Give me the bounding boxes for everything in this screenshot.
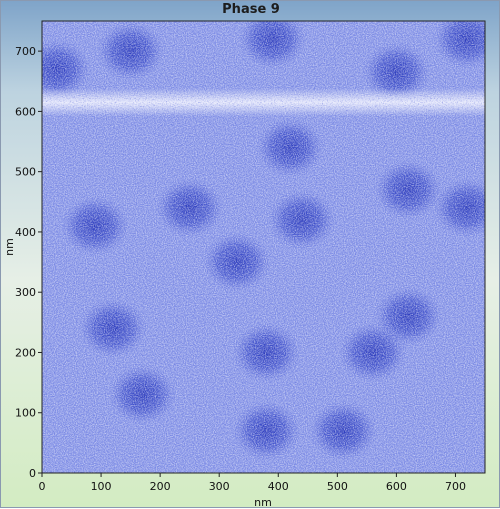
x-tick-label: 300	[209, 480, 230, 493]
y-tick-label: 0	[29, 467, 36, 480]
x-tick-label: 100	[91, 480, 112, 493]
x-axis-label: nm	[254, 496, 272, 509]
y-tick-label: 300	[15, 286, 36, 299]
y-axis-label: nm	[3, 238, 16, 256]
phase-image	[42, 21, 485, 473]
y-tick-label: 700	[15, 45, 36, 58]
y-axis: 0 100 200 300 400 500 600 700	[15, 45, 42, 480]
y-tick-label: 200	[15, 346, 36, 359]
y-tick-label: 500	[15, 166, 36, 179]
y-tick-label: 100	[15, 407, 36, 420]
x-tick-label: 500	[327, 480, 348, 493]
x-tick-label: 0	[39, 480, 46, 493]
y-tick-label: 400	[15, 226, 36, 239]
light-speckle	[42, 21, 485, 473]
x-tick-label: 200	[150, 480, 171, 493]
x-tick-label: 700	[445, 480, 466, 493]
window-title: Phase 9	[222, 2, 280, 17]
x-tick-label: 400	[268, 480, 289, 493]
y-tick-label: 600	[15, 105, 36, 118]
x-tick-label: 600	[386, 480, 407, 493]
plot-frame	[41, 20, 486, 474]
x-axis: 0 100 200 300 400 500 600 700	[39, 473, 466, 493]
